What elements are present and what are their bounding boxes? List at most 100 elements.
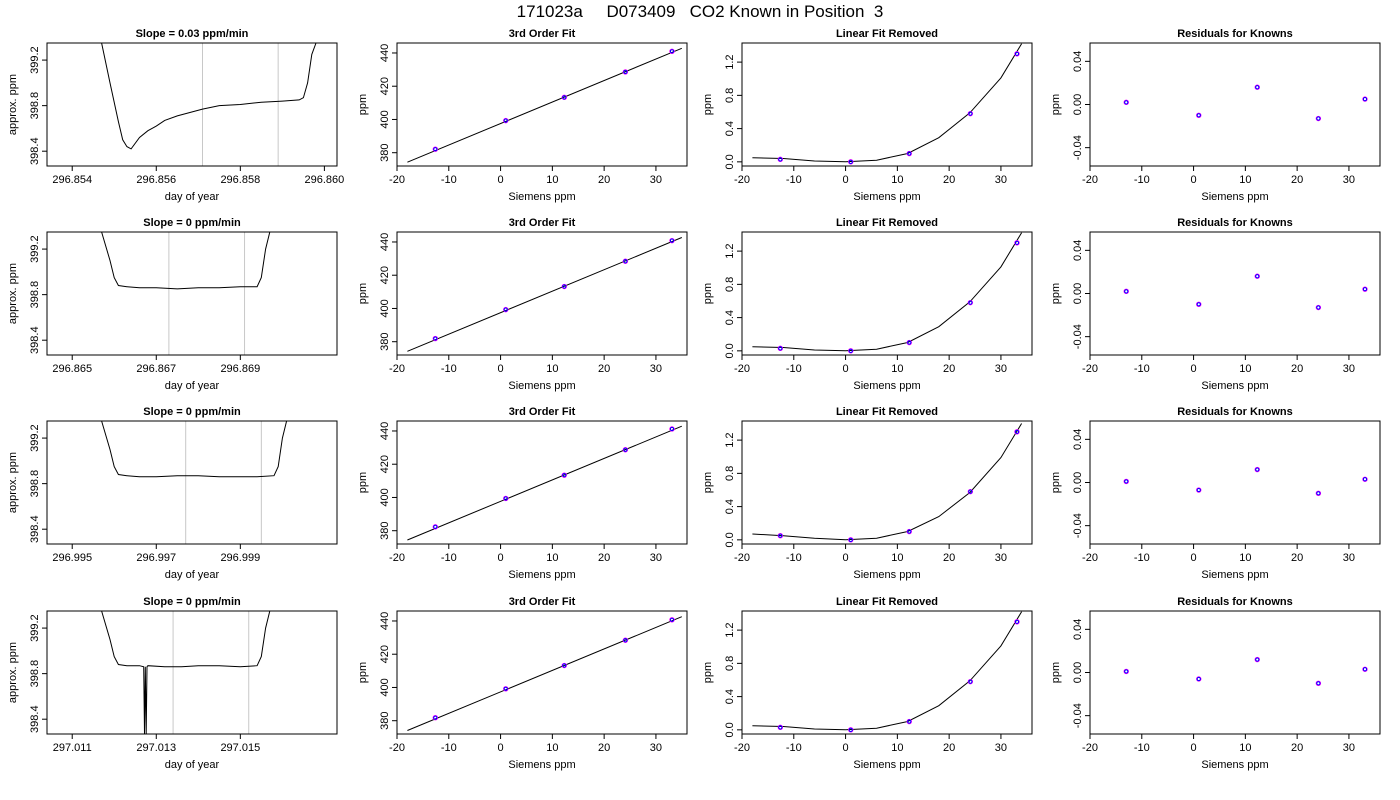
data-point <box>967 488 974 495</box>
data-point-marker <box>848 727 853 732</box>
y-tick-label: 399.2 <box>29 46 41 74</box>
y-axis-label: approx. ppm <box>7 642 19 703</box>
y-tick-label: -0.04 <box>1072 324 1084 349</box>
data-point-marker <box>1124 289 1129 294</box>
panel-title: 3rd Order Fit <box>509 406 576 418</box>
x-tick-label: -20 <box>734 363 750 375</box>
y-axis-label: ppm <box>702 94 714 115</box>
data-point-marker <box>669 49 675 54</box>
x-tick-label: 296.858 <box>220 174 260 186</box>
data-point <box>777 156 784 163</box>
plot-frame <box>741 610 1033 735</box>
y-tick-label: 440 <box>379 612 391 630</box>
panel-3-0: Slope = 0 ppm/min 297.011 297.013 297.015 39… <box>7 596 338 771</box>
x-tick-label: -10 <box>786 363 802 375</box>
x-axis-label: Siemens ppm <box>853 569 920 581</box>
x-tick-label: 10 <box>546 174 558 186</box>
y-tick-label: 1.2 <box>724 622 736 637</box>
data-point-marker <box>848 537 853 542</box>
data-point-marker <box>503 118 508 123</box>
fit-curve <box>407 237 682 352</box>
x-tick-label: 20 <box>1291 742 1303 754</box>
y-axis-label: ppm <box>1050 94 1062 115</box>
y-tick-label: -0.04 <box>1072 513 1084 538</box>
data-point-marker <box>1362 477 1368 482</box>
x-tick-label: -10 <box>1134 174 1150 186</box>
x-tick-label: 0 <box>843 174 849 186</box>
plot-frame <box>396 231 688 356</box>
data-point-marker <box>669 617 675 622</box>
panel-title: Slope = 0 ppm/min <box>143 217 241 229</box>
y-tick-label: 0.04 <box>1072 51 1084 72</box>
data-point <box>848 159 854 165</box>
y-tick-label: 0.00 <box>1072 283 1084 304</box>
panel-title: 3rd Order Fit <box>509 28 576 40</box>
data-point <box>906 339 912 346</box>
data-point <box>1014 51 1020 57</box>
data-point <box>848 348 854 354</box>
plot-frame <box>1089 231 1381 356</box>
data-point <box>848 727 854 733</box>
data-point <box>967 110 974 117</box>
y-tick-label: 1.2 <box>724 54 736 69</box>
fit-curve <box>407 425 682 541</box>
data-point <box>777 724 784 731</box>
data-point <box>1254 656 1260 663</box>
data-point <box>967 678 974 685</box>
data-point-marker <box>1196 676 1201 682</box>
plot-frame <box>46 231 338 356</box>
data-point <box>622 637 629 643</box>
x-tick-label: 30 <box>1343 552 1355 564</box>
x-tick-label: 10 <box>891 363 903 375</box>
data-point <box>906 528 912 535</box>
x-tick-label: 296.856 <box>136 174 176 186</box>
panel-2-1: 3rd Order Fit -20 -10 0 10 20 30 380 400 420 440 Si… <box>357 406 688 581</box>
y-tick-label: 440 <box>379 233 391 251</box>
panel-1-2: Linear Fit Removed -20 -10 0 10 20 30 0.0 0.4 0.8… <box>702 217 1033 392</box>
data-point <box>622 447 629 453</box>
data-point-marker <box>1196 113 1201 118</box>
plot-frame <box>396 42 688 167</box>
y-axis-label: approx. ppm <box>7 452 19 513</box>
series-line <box>101 420 288 478</box>
data-point-marker <box>1014 429 1020 434</box>
panel-3-2: Linear Fit Removed -20 -10 0 10 20 30 0.0 0.4 0.8… <box>702 596 1033 771</box>
data-point-marker <box>503 496 508 501</box>
data-point-marker <box>968 489 973 494</box>
x-tick-label: 20 <box>1291 363 1303 375</box>
y-axis-label: ppm <box>702 472 714 493</box>
panel-0-3: Residuals for Knowns -20 -10 0 10 20 30 -0.04 0.… <box>1050 28 1381 203</box>
x-tick-label: 30 <box>995 742 1007 754</box>
fit-curve <box>752 232 1023 352</box>
series-line <box>101 610 271 735</box>
panel-2-3: Residuals for Knowns -20 -10 0 10 20 30 -0.04 0.… <box>1050 406 1381 581</box>
x-tick-label: 296.997 <box>136 552 176 564</box>
panel-title: Slope = 0 ppm/min <box>143 596 241 608</box>
x-tick-label: 20 <box>598 552 610 564</box>
data-point <box>561 283 567 290</box>
x-axis-label: day of year <box>165 380 220 392</box>
data-point-marker <box>433 524 438 529</box>
data-point-marker <box>1124 479 1129 484</box>
data-point-marker <box>562 284 567 289</box>
panel-0-2: Linear Fit Removed -20 -10 0 10 20 30 0.0 0.4 0.8… <box>702 28 1033 203</box>
data-point-marker <box>907 529 912 534</box>
data-point <box>1315 680 1322 686</box>
x-tick-label: 0 <box>843 363 849 375</box>
x-tick-label: 10 <box>1239 742 1251 754</box>
panel-title: Linear Fit Removed <box>836 28 938 40</box>
plot-frame <box>1089 610 1381 735</box>
y-tick-label: 0.4 <box>724 121 736 136</box>
data-point-marker <box>503 686 508 691</box>
data-point <box>1362 96 1368 102</box>
x-tick-label: 0 <box>1191 363 1197 375</box>
data-point-marker <box>1316 305 1321 310</box>
panel-3-3: Residuals for Knowns -20 -10 0 10 20 30 -0.04 0.… <box>1050 596 1381 771</box>
data-point <box>503 117 509 124</box>
y-axis-label: ppm <box>357 94 369 115</box>
data-point-marker <box>907 151 912 156</box>
x-tick-label: -20 <box>1082 174 1098 186</box>
x-axis-label: Siemens ppm <box>853 380 920 392</box>
x-tick-label: 10 <box>546 363 558 375</box>
x-tick-label: -20 <box>389 363 405 375</box>
